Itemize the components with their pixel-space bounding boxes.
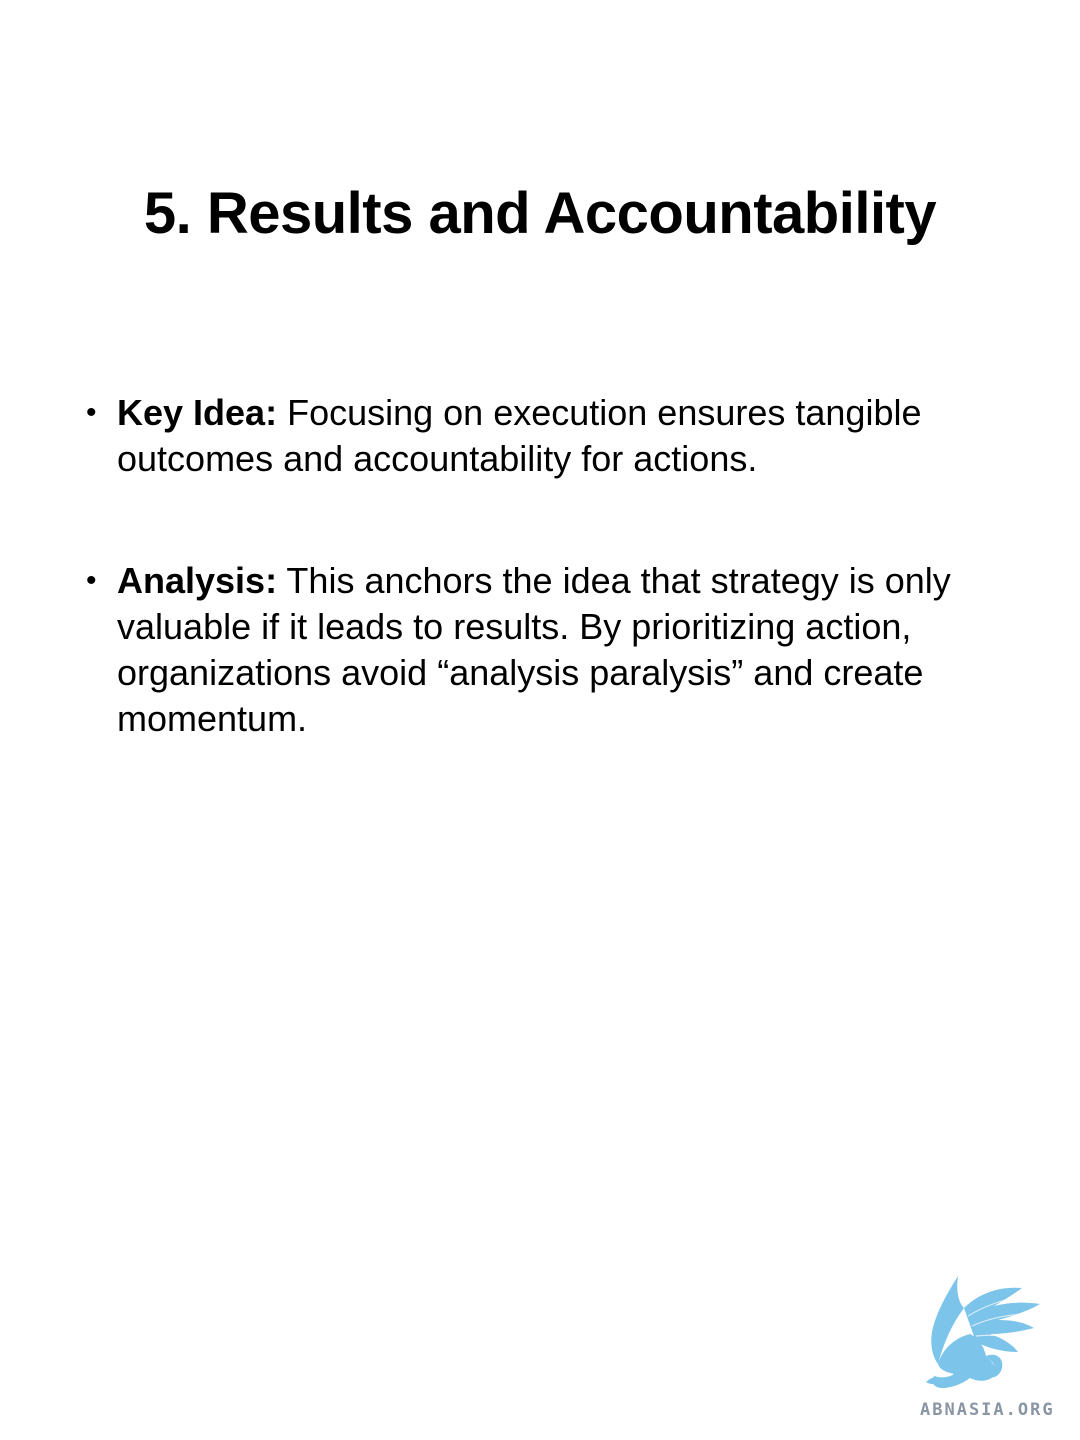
bullet-text: Focusing on execution ensures tangible o… [117,392,922,479]
bullet-dot-icon: • [86,564,97,597]
bullet-list: • Key Idea: Focusing on execution ensures… [86,390,986,742]
bullet-analysis: • Analysis: This anchors the idea that st… [86,558,986,742]
bullet-text: This anchors the idea that strategy is o… [117,560,951,739]
logo-wordmark: ABNASIA.ORG [920,1400,1055,1420]
bullet-label: Analysis: [117,560,278,601]
abnasia-logo: ABNASIA.ORG [914,1272,1080,1440]
bullet-dot-icon: • [86,396,97,429]
griffin-icon [926,1276,1040,1388]
bullet-label: Key Idea: [117,392,278,433]
bullet-key-idea: • Key Idea: Focusing on execution ensures… [86,390,986,482]
slide-title: 5. Results and Accountability [143,181,937,246]
